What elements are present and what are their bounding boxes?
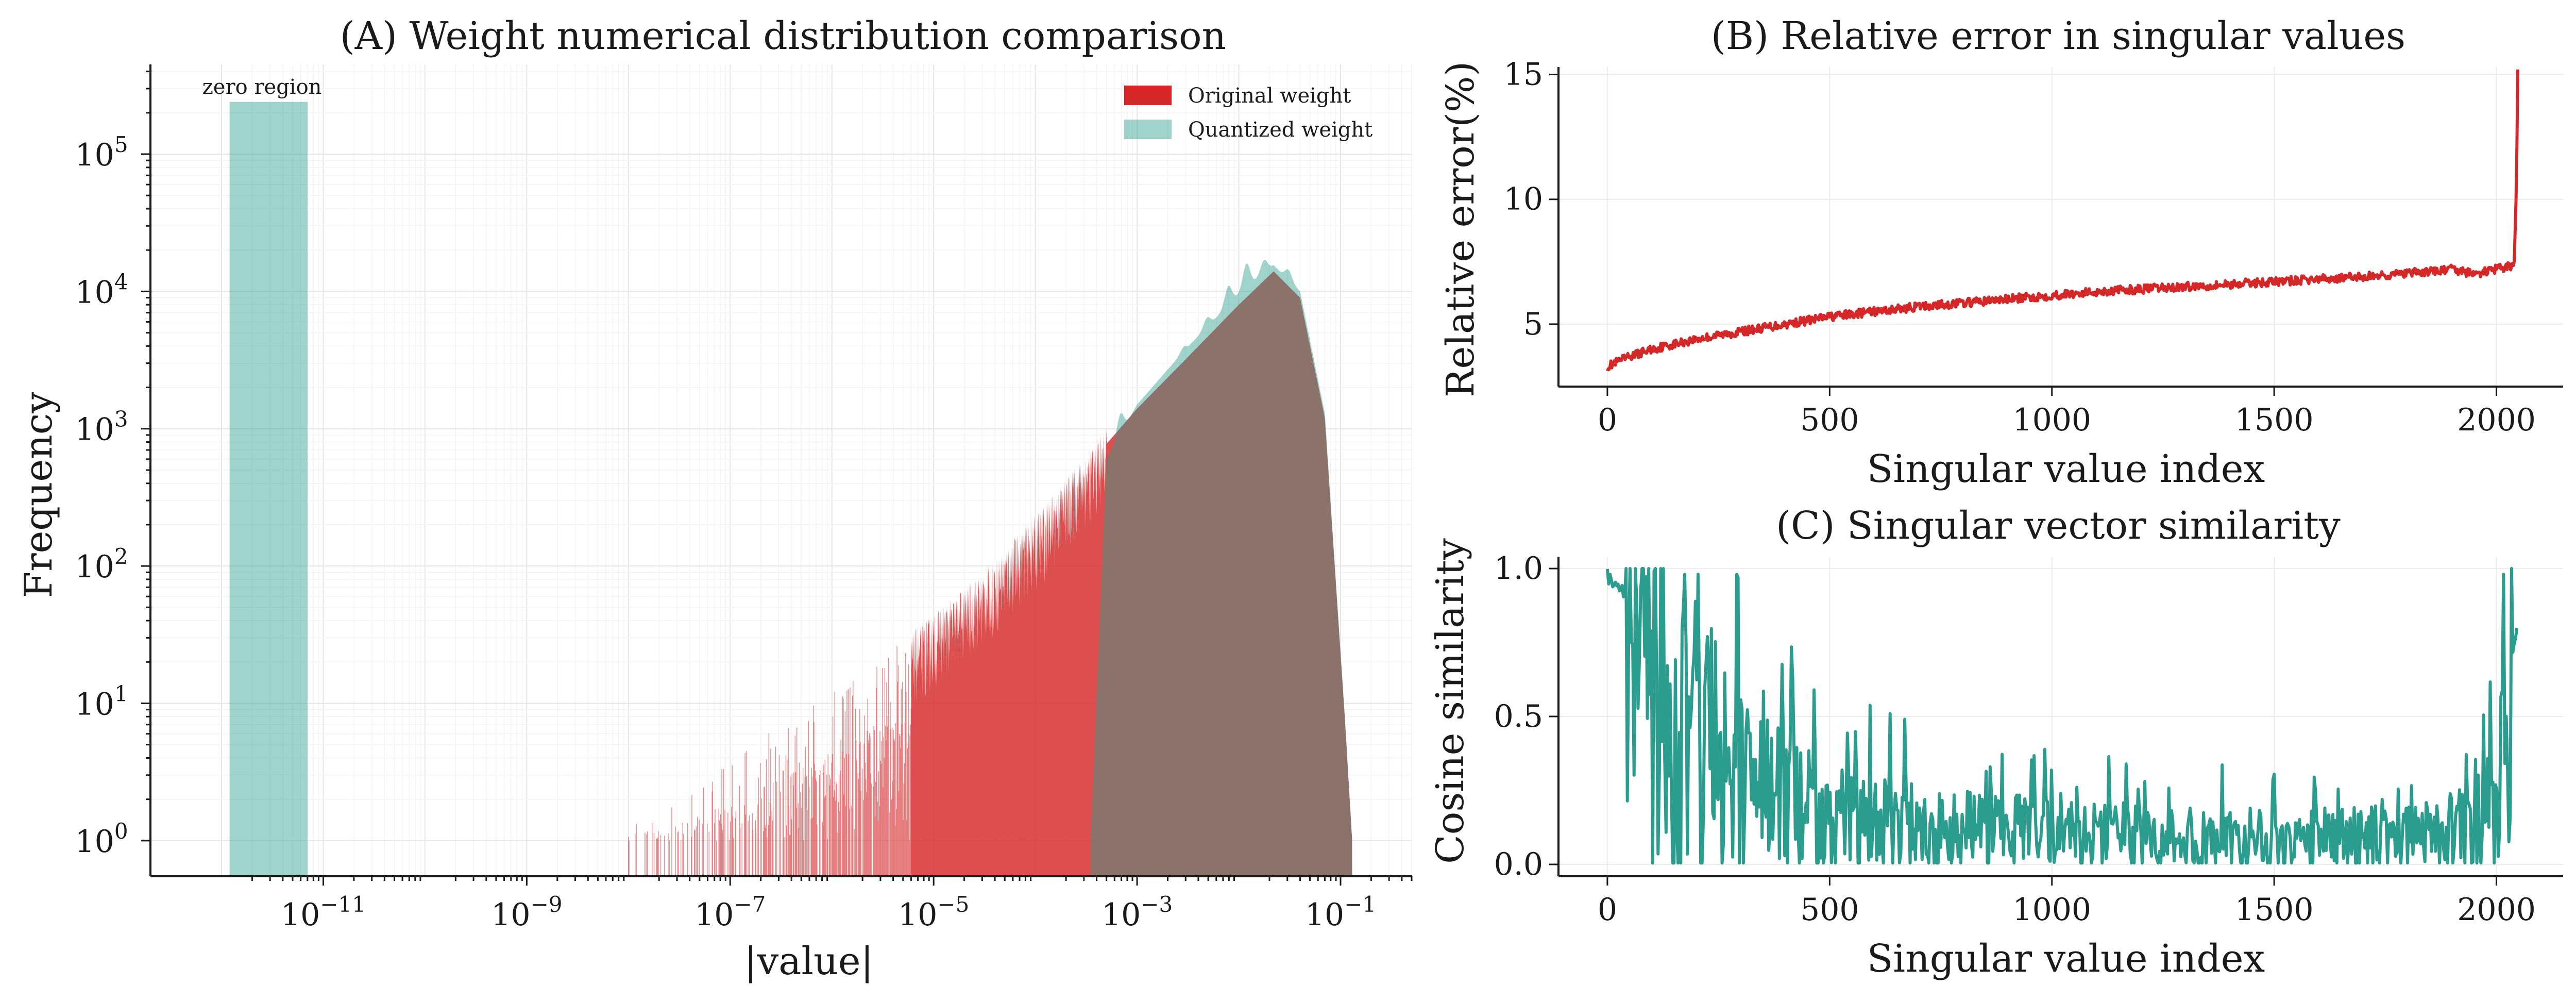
panel-b-xtick-label: 0 [1598, 402, 1617, 438]
panel-a-ytick-label: 101 [75, 681, 128, 722]
panel-c: (C) Singular vector similarity 0 500 1000 1… [1428, 504, 2563, 981]
panel-c-ylabel: Cosine similarity [1428, 538, 1472, 864]
legend-swatch-quantized [1124, 120, 1172, 139]
zero-region-bar [229, 102, 308, 876]
panel-b-xtick-label: 2000 [2457, 402, 2536, 438]
panel-a-ylabel: Frequency [16, 392, 61, 598]
panel-a-xtick-label: 10−11 [281, 892, 366, 933]
legend-swatch-original [1124, 86, 1172, 105]
panel-b-xtick-label: 1000 [2012, 402, 2091, 438]
panel-c-title: (C) Singular vector similarity [1776, 504, 2341, 548]
legend-label-original: Original weight [1188, 84, 1351, 108]
panel-b-xtick-label: 500 [1800, 402, 1859, 438]
panel-a-ytick-label: 100 [75, 819, 128, 860]
panel-b: (B) Relative error in singular values 0 5… [1438, 14, 2563, 491]
panel-c-xtick-label: 1000 [2012, 892, 2091, 928]
panel-a-ytick-label: 102 [75, 544, 128, 585]
panel-a: (A) Weight numerical distribution compar… [16, 14, 1413, 983]
panel-a-ytick-label: 103 [75, 407, 128, 448]
panel-c-axes: 0 500 1000 1500 2000 0.0 0.5 1.0 [1494, 550, 2563, 928]
panel-a-xlabel: |value| [744, 939, 874, 983]
panel-b-ytick-label: 5 [1523, 306, 1543, 342]
panel-a-xtick-label: 10−9 [491, 892, 562, 933]
panel-c-xtick-label: 1500 [2235, 892, 2314, 928]
panel-a-title: (A) Weight numerical distribution compar… [340, 14, 1226, 58]
panel-c-xtick-label: 0 [1598, 892, 1617, 928]
panel-b-xtick-label: 1500 [2235, 402, 2314, 438]
panel-b-ylabel: Relative error(%) [1438, 61, 1483, 397]
panel-b-grid [1558, 67, 2563, 387]
panel-b-axes: 0 500 1000 1500 2000 5 10 15 [1504, 57, 2563, 438]
panel-b-xlabel: Singular value index [1867, 447, 2265, 491]
panel-a-xtick-label: 10−5 [898, 892, 969, 933]
panel-c-xtick-label: 500 [1800, 892, 1859, 928]
relative-error-line [1606, 69, 2519, 372]
panel-c-ytick-label: 0.5 [1494, 698, 1543, 735]
panel-b-marks [1606, 69, 2519, 372]
panel-a-legend: Original weight Quantized weight [1124, 84, 1372, 142]
panel-a-ytick-label: 105 [75, 132, 128, 173]
panel-c-xlabel: Singular value index [1867, 937, 2265, 981]
panel-a-axes: 10−11 10−9 10−7 10−5 10−3 10−1 100 101 102 103 104… [75, 64, 1413, 933]
panel-a-ytick-label: 104 [75, 269, 128, 310]
panel-a-marks: zero region [202, 75, 1352, 876]
panel-c-ytick-label: 1.0 [1494, 550, 1543, 587]
panel-a-xtick-label: 10−3 [1101, 892, 1173, 933]
panel-b-ytick-label: 10 [1504, 181, 1543, 218]
panel-b-title: (B) Relative error in singular values [1711, 14, 2405, 58]
panel-c-ytick-label: 0.0 [1494, 846, 1543, 882]
panel-a-xtick-label: 10−7 [694, 892, 766, 933]
panel-a-xtick-label: 10−1 [1305, 892, 1376, 933]
original-sparse-bars [628, 646, 912, 876]
panel-c-xtick-label: 2000 [2457, 892, 2536, 928]
overlap-area [1091, 273, 1352, 876]
cosine-similarity-line [1605, 567, 2519, 865]
legend-label-quantized: Quantized weight [1188, 118, 1372, 142]
zero-region-label: zero region [202, 75, 322, 99]
panel-c-marks [1605, 567, 2519, 865]
panel-b-ytick-label: 15 [1504, 57, 1543, 93]
